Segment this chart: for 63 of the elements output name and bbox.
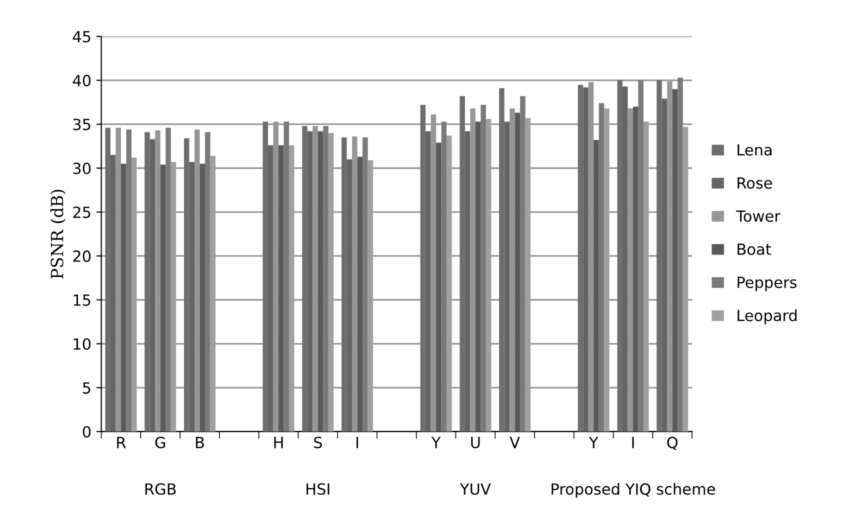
x-tick-label: S <box>314 436 322 448</box>
bar <box>120 164 126 432</box>
legend-label: Peppers <box>738 276 797 292</box>
y-tick-label: 40 <box>72 74 91 86</box>
bar <box>362 137 368 432</box>
bar <box>633 106 638 432</box>
bar <box>205 132 210 432</box>
bar <box>194 129 200 432</box>
bar <box>323 126 328 432</box>
x-tick-label: Q <box>667 436 678 450</box>
bar <box>672 89 678 432</box>
legend-label: Rose <box>738 177 772 189</box>
bar <box>284 122 290 432</box>
legend-label: Tower <box>736 210 780 222</box>
x-tick-label: Y <box>431 436 441 448</box>
bar <box>598 103 604 432</box>
y-tick-label: 5 <box>83 382 90 394</box>
bar <box>166 128 171 432</box>
bar <box>200 164 205 432</box>
bar <box>160 164 166 432</box>
bar <box>155 130 160 432</box>
x-tick-label: I <box>356 436 358 448</box>
bar <box>480 104 486 432</box>
y-tick-label: 35 <box>73 118 90 130</box>
bar <box>475 122 481 432</box>
bar <box>126 129 132 432</box>
bar <box>678 78 683 432</box>
bar <box>318 131 324 432</box>
legend-label: Leopard <box>738 309 797 324</box>
y-tick-label: 15 <box>74 294 90 306</box>
x-tick-label: B <box>196 436 204 448</box>
bar <box>357 156 363 432</box>
bar <box>436 142 442 432</box>
text: YUV <box>460 483 491 495</box>
bar <box>441 122 447 432</box>
bar <box>510 108 515 432</box>
bar <box>628 108 633 432</box>
y-tick-label: 25 <box>73 206 90 218</box>
legend-label: Boat <box>738 244 771 255</box>
text: HSI <box>306 483 330 495</box>
y-axis-title: PSNR (dB) <box>50 190 66 279</box>
bar <box>278 145 284 432</box>
legend-label: Lena <box>738 144 772 156</box>
x-tick-label: R <box>117 436 126 448</box>
y-tick-label: 45 <box>72 31 90 42</box>
text: Proposed YIQ scheme <box>552 482 715 498</box>
x-tick-label: U <box>471 436 480 448</box>
x-tick-label: G <box>155 436 166 448</box>
bar <box>116 128 121 432</box>
x-tick-label: I <box>632 436 634 448</box>
x-tick-label: V <box>510 436 520 448</box>
bar <box>514 112 520 432</box>
y-tick-label: 0 <box>82 426 91 438</box>
bar <box>594 140 599 432</box>
x-tick-label: Y <box>588 436 598 448</box>
y-tick-label: 30 <box>73 162 91 174</box>
bar <box>638 80 644 432</box>
x-tick-label: H <box>274 436 283 448</box>
y-tick-label: 20 <box>73 250 91 262</box>
text: RGB <box>145 483 176 495</box>
y-tick-label: 10 <box>74 338 91 350</box>
bar <box>520 96 526 432</box>
bar <box>352 136 358 432</box>
